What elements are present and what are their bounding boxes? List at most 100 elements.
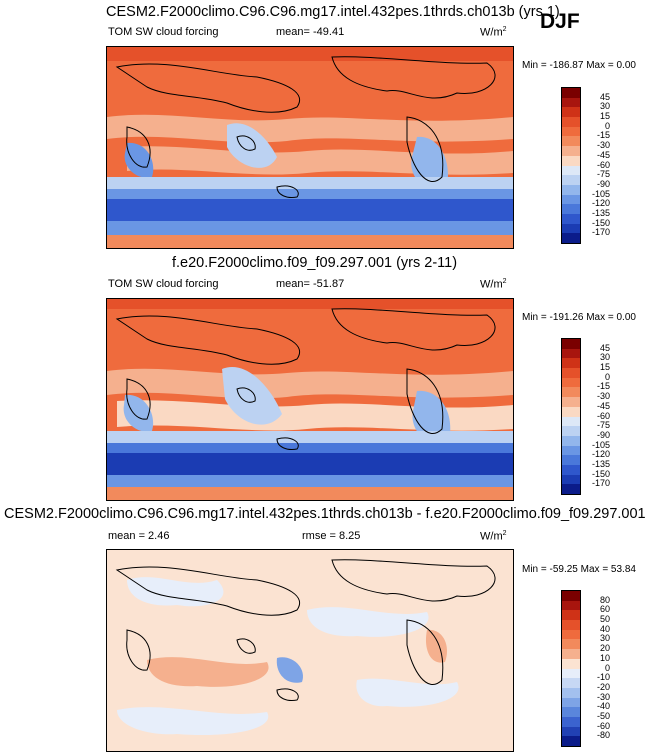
colorbar-swatch (562, 610, 580, 621)
colorbar-swatch (562, 426, 580, 436)
panel2-variable: TOM SW cloud forcing (108, 278, 219, 290)
panel1-colorbar-labels: 45 30 15 0 -15 -30 -45 -60 -75 -90 -105 -120 -135 -15… (580, 87, 610, 242)
colorbar-label: -60 (596, 159, 610, 170)
panel3-map (106, 549, 514, 752)
colorbar-label: -30 (596, 140, 610, 151)
colorbar-swatch (562, 591, 580, 601)
colorbar-swatch (562, 136, 580, 147)
colorbar-swatch (562, 126, 580, 137)
colorbar-swatch (562, 165, 580, 176)
colorbar-swatch (562, 620, 580, 630)
colorbar-swatch (562, 658, 580, 669)
panel1-mean: mean= -49.41 (276, 26, 345, 38)
colorbar-label: 30 (599, 352, 610, 363)
colorbar-label: -60 (596, 410, 610, 421)
colorbar-swatch (562, 416, 580, 427)
colorbar-swatch (562, 146, 580, 156)
colorbar-swatch (562, 204, 580, 214)
panel3-mean: mean = 2.46 (108, 530, 170, 542)
season-label: DJF (540, 10, 580, 33)
panel2-units: W/m2 (480, 278, 507, 291)
panel3-minmax: Min = -59.25 Max = 53.84 (522, 564, 636, 575)
colorbar-swatch (562, 726, 580, 737)
colorbar-label: -135 (591, 207, 610, 218)
colorbar-label: 50 (599, 614, 610, 625)
colorbar-swatch (562, 348, 580, 359)
panel1-minmax: Min = -186.87 Max = 0.00 (522, 60, 636, 71)
panel2-colorbar (561, 338, 581, 495)
colorbar-label: -80 (596, 730, 610, 741)
colorbar-swatch (562, 697, 580, 708)
colorbar-swatch (562, 184, 580, 195)
panel3-colorbar (561, 590, 581, 747)
colorbar-label: 30 (599, 101, 610, 112)
panel3-units: W/m2 (480, 530, 507, 543)
colorbar-swatch (562, 107, 580, 118)
colorbar-label: 40 (599, 623, 610, 634)
colorbar-label: -120 (591, 198, 610, 209)
panel2-colorbar-labels: 45 30 15 0 -15 -30 -45 -60 -75 -90 -105 -120 -135 -15… (580, 338, 610, 493)
colorbar-label: 15 (599, 362, 610, 373)
colorbar-swatch (562, 387, 580, 398)
colorbar-label: -10 (596, 672, 610, 683)
colorbar-label: 10 (599, 652, 610, 663)
colorbar-label: 45 (599, 91, 610, 102)
colorbar-swatch (562, 707, 580, 717)
colorbar-label: -20 (596, 681, 610, 692)
colorbar-label: -105 (591, 439, 610, 450)
colorbar-swatch (562, 716, 580, 727)
colorbar-label: -45 (596, 149, 610, 160)
colorbar-swatch (562, 687, 580, 698)
colorbar-label: -170 (591, 478, 610, 489)
panel1-title: CESM2.F2000climo.C96.C96.mg17.intel.432p… (106, 4, 560, 20)
panel1-colorbar (561, 87, 581, 244)
colorbar-swatch (562, 368, 580, 378)
colorbar-label: -40 (596, 701, 610, 712)
colorbar-label: -75 (596, 169, 610, 180)
colorbar-swatch (562, 194, 580, 205)
panel2-mean: mean= -51.87 (276, 278, 345, 290)
colorbar-swatch (562, 474, 580, 485)
colorbar-swatch (562, 223, 580, 234)
colorbar-swatch (562, 455, 580, 465)
panel1-units: W/m2 (480, 26, 507, 39)
colorbar-label: 30 (599, 633, 610, 644)
colorbar-swatch (562, 358, 580, 369)
colorbar-label: -105 (591, 188, 610, 199)
colorbar-swatch (562, 668, 580, 679)
panel3-rmse: rmse = 8.25 (302, 530, 361, 542)
colorbar-label: 0 (604, 120, 610, 131)
colorbar-label: -15 (596, 130, 610, 141)
colorbar-label: -120 (591, 449, 610, 460)
colorbar-label: -50 (596, 710, 610, 721)
colorbar-label: -90 (596, 429, 610, 440)
colorbar-swatch (562, 445, 580, 456)
colorbar-swatch (562, 649, 580, 659)
panel3-title: CESM2.F2000climo.C96.C96.mg17.intel.432p… (4, 506, 645, 522)
colorbar-swatch (562, 736, 580, 746)
colorbar-swatch (562, 484, 580, 494)
colorbar-swatch (562, 678, 580, 688)
colorbar-label: -30 (596, 391, 610, 402)
colorbar-label: -150 (591, 217, 610, 228)
colorbar-label: -90 (596, 178, 610, 189)
colorbar-label: 45 (599, 342, 610, 353)
colorbar-label: 60 (599, 604, 610, 615)
colorbar-label: 0 (604, 662, 610, 673)
panel1-variable: TOM SW cloud forcing (108, 26, 219, 38)
panel1-map (106, 46, 514, 249)
colorbar-swatch (562, 233, 580, 243)
colorbar-swatch (562, 213, 580, 224)
panel2-title: f.e20.F2000climo.f09_f09.297.001 (yrs 2-… (172, 255, 458, 271)
colorbar-swatch (562, 629, 580, 640)
colorbar-label: -15 (596, 381, 610, 392)
colorbar-swatch (562, 464, 580, 475)
colorbar-label: -75 (596, 420, 610, 431)
colorbar-swatch (562, 600, 580, 611)
colorbar-swatch (562, 117, 580, 127)
panel2-map (106, 298, 514, 501)
colorbar-label: -170 (591, 227, 610, 238)
colorbar-label: -150 (591, 468, 610, 479)
panel3-colorbar-labels: 80 60 50 40 30 20 10 0 -10 -20 -30 -40 -50 -60 -80 (580, 590, 610, 745)
colorbar-swatch (562, 339, 580, 349)
